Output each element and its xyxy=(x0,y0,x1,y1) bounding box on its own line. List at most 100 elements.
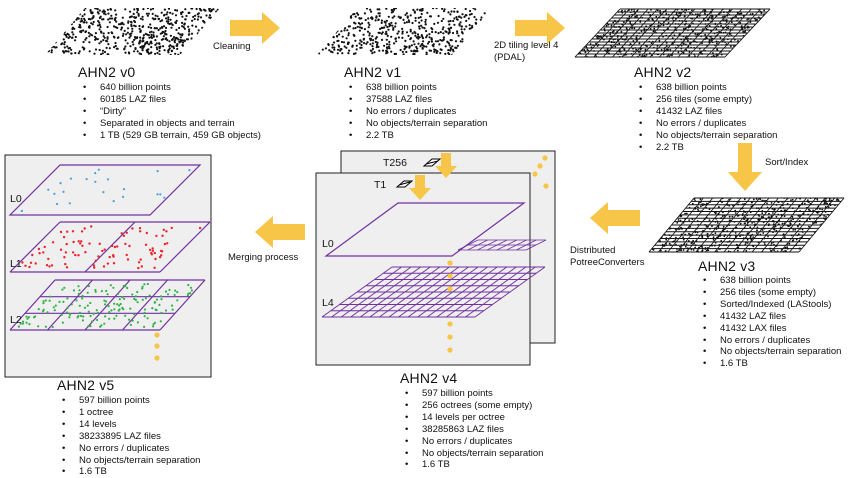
lidar-point xyxy=(714,232,717,235)
lidar-point xyxy=(44,299,48,302)
lidar-point xyxy=(161,30,164,33)
lidar-point xyxy=(694,55,696,57)
lidar-point xyxy=(131,30,134,33)
lidar-point xyxy=(108,47,111,50)
lidar-point xyxy=(65,266,69,269)
lidar-point xyxy=(151,247,154,250)
lidar-point xyxy=(791,215,794,218)
lidar-point xyxy=(456,44,459,47)
lidar-point xyxy=(150,26,153,29)
merged-cell-line xyxy=(122,279,168,331)
lidar-point xyxy=(98,48,101,52)
lidar-point xyxy=(447,27,450,30)
lidar-point xyxy=(421,42,424,46)
tile-marker-icon xyxy=(422,158,442,167)
stage-detail: Sorted/Indexed (LAStools) xyxy=(703,299,841,311)
lidar-point xyxy=(680,249,683,252)
lidar-point xyxy=(368,23,371,26)
lidar-point xyxy=(110,17,114,20)
stage-details-v3: 638 billion points 256 tiles (some empty… xyxy=(698,275,842,370)
lidar-point xyxy=(449,13,452,16)
lidar-point xyxy=(171,12,174,15)
lidar-point xyxy=(723,235,726,238)
lidar-point xyxy=(105,289,108,293)
lidar-point xyxy=(390,11,393,14)
stage-details-v4: 597 billion points 256 octrees (some emp… xyxy=(400,388,544,471)
lidar-point xyxy=(755,198,758,200)
lidar-point xyxy=(386,51,389,54)
lidar-point xyxy=(188,169,191,172)
stage-details-v2: 638 billion points 256 tiles (some empty… xyxy=(634,82,778,153)
lidar-point xyxy=(461,38,464,41)
lidar-point xyxy=(425,53,428,55)
lidar-point xyxy=(127,21,130,24)
lidar-point xyxy=(60,313,64,316)
lidar-point xyxy=(97,20,100,23)
lidar-point xyxy=(208,9,211,12)
lidar-point xyxy=(442,26,445,29)
lidar-point xyxy=(190,32,194,35)
lidar-point xyxy=(106,8,109,11)
lidar-point xyxy=(677,219,680,221)
lidar-point xyxy=(182,41,185,44)
lidar-point xyxy=(638,54,641,56)
lidar-point xyxy=(739,222,742,225)
lidar-point xyxy=(657,9,659,12)
lidar-point xyxy=(697,208,699,211)
lidar-point xyxy=(110,31,113,34)
lidar-point xyxy=(178,41,181,44)
lidar-point xyxy=(184,8,187,11)
lidar-point xyxy=(420,19,423,22)
lidar-point xyxy=(84,251,87,254)
lidar-point xyxy=(723,214,726,217)
lidar-point xyxy=(71,26,74,29)
lidar-point xyxy=(390,35,393,38)
lidar-point xyxy=(773,249,775,252)
lidar-point xyxy=(712,236,715,239)
lidar-point xyxy=(421,46,424,50)
lidar-point xyxy=(87,25,90,29)
lidar-point xyxy=(159,249,163,253)
continuation-dot xyxy=(154,343,160,349)
lidar-point xyxy=(160,298,163,301)
lidar-point xyxy=(169,34,172,37)
lidar-point xyxy=(150,35,153,39)
lidar-point xyxy=(438,43,441,46)
lidar-point xyxy=(86,304,89,307)
lidar-point xyxy=(373,51,376,54)
lidar-point xyxy=(378,8,381,11)
lidar-point xyxy=(643,30,646,32)
lidar-point xyxy=(589,43,592,45)
lidar-point xyxy=(53,192,56,195)
lidar-point xyxy=(453,17,456,20)
stage-detail: 1.6 TB xyxy=(703,358,841,370)
lidar-point xyxy=(433,22,436,25)
stage-detail: 14 levels per octree xyxy=(405,412,543,424)
lidar-point xyxy=(155,46,158,49)
lidar-point xyxy=(136,9,139,12)
lidar-point xyxy=(441,8,444,10)
lidar-point xyxy=(443,8,446,11)
lidar-point xyxy=(682,238,685,241)
lidar-point xyxy=(148,43,151,46)
lidar-point xyxy=(460,25,463,28)
lidar-point xyxy=(424,20,427,23)
lidar-point xyxy=(746,18,749,21)
lidar-point xyxy=(725,21,728,23)
lidar-point xyxy=(74,39,77,42)
lidar-point xyxy=(471,24,474,28)
lidar-point xyxy=(131,227,134,230)
lidar-point xyxy=(649,28,652,30)
lidar-point xyxy=(168,47,171,50)
lidar-point xyxy=(745,219,748,222)
lidar-point xyxy=(712,52,714,54)
lidar-point xyxy=(734,232,737,234)
lidar-point xyxy=(426,42,430,45)
lidar-point xyxy=(701,236,704,239)
lidar-point xyxy=(50,49,53,52)
lidar-point xyxy=(467,17,470,20)
merged-panel xyxy=(4,154,212,378)
lidar-point xyxy=(391,24,394,27)
lidar-point xyxy=(122,195,125,198)
lidar-point xyxy=(102,35,105,38)
